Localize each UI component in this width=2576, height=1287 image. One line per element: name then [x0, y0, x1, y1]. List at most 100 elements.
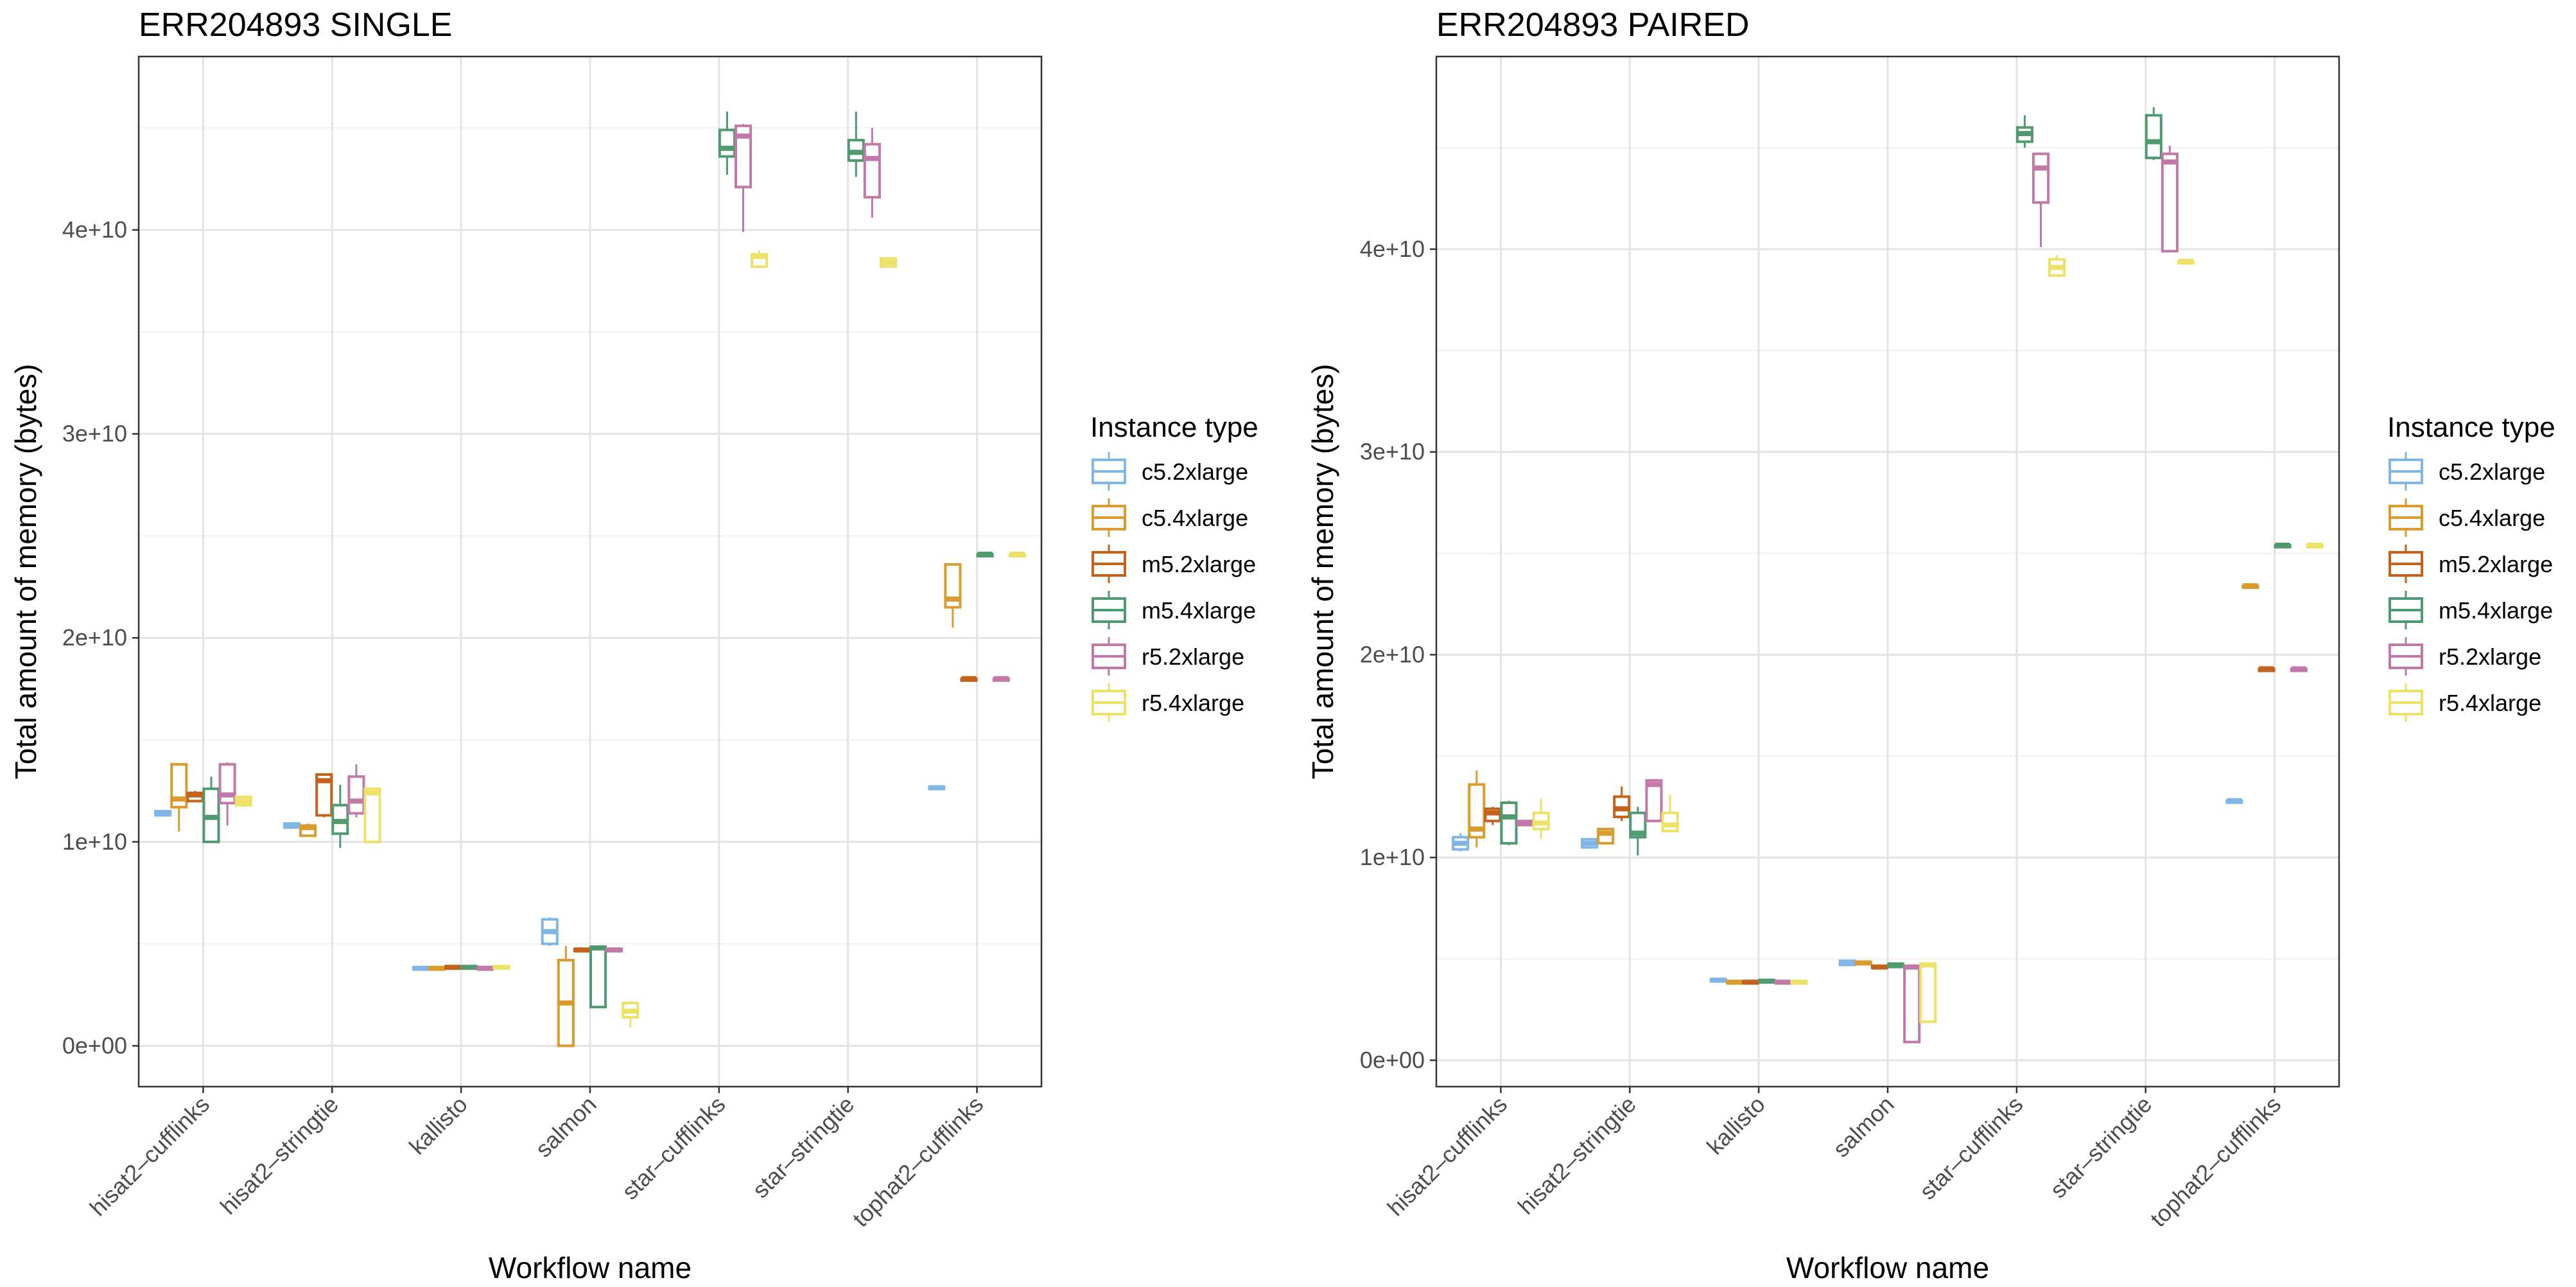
y-tick-label: 2e+10	[62, 624, 127, 651]
y-tick-label: 3e+10	[62, 421, 127, 447]
box-c5.2xlarge	[154, 810, 172, 817]
y-tick-label: 3e+10	[1360, 439, 1425, 465]
legend-item: r5.2xlarge	[2389, 637, 2541, 676]
box-m5.2xlarge	[960, 676, 978, 682]
box-m5.4xlarge	[202, 776, 220, 843]
legend-item: c5.2xlarge	[1092, 452, 1248, 491]
box-body	[1645, 779, 1663, 823]
box-m5.2xlarge	[573, 947, 591, 953]
box-r5.4xlarge	[363, 787, 381, 843]
legend-item: c5.4xlarge	[2389, 498, 2545, 537]
box-r5.2xlarge	[347, 764, 365, 818]
box-r5.2xlarge	[218, 762, 236, 826]
y-tick-label: 4e+10	[1360, 236, 1425, 262]
box-r5.4xlarge	[751, 250, 769, 268]
x-axis-title: Workflow name	[1786, 1251, 1989, 1284]
y-tick-label: 2e+10	[1360, 641, 1425, 667]
box-r5.4xlarge	[2177, 258, 2195, 265]
box-r5.2xlarge	[863, 128, 881, 218]
box-m5.4xlarge	[718, 111, 736, 175]
box-c5.2xlarge	[2225, 798, 2243, 804]
box-r5.2xlarge	[1645, 779, 1663, 823]
box-c5.4xlarge	[2241, 583, 2259, 590]
legend-single: Instance type c5.2xlarge c5.4xlarge m5.2xl…	[1090, 412, 1258, 722]
box-m5.2xlarge	[315, 773, 333, 818]
box-m5.2xlarge	[186, 791, 204, 803]
box-r5.4xlarge	[622, 1001, 640, 1028]
box-body	[2145, 114, 2163, 159]
box-m5.4xlarge	[2015, 115, 2033, 148]
box-r5.4xlarge	[879, 257, 898, 268]
box-c5.4xlarge	[1854, 960, 1872, 966]
box-r5.2xlarge	[734, 123, 753, 232]
legend-label: c5.4xlarge	[1142, 505, 1248, 531]
box-c5.4xlarge	[299, 823, 317, 837]
box-m5.4xlarge	[1758, 978, 1776, 984]
box-r5.2xlarge	[2032, 152, 2050, 247]
y-tick-label: 1e+10	[62, 828, 127, 855]
boxplot-marks	[1452, 107, 2324, 1044]
boxplot-marks	[154, 111, 1026, 1047]
box-r5.2xlarge	[1516, 819, 1534, 827]
box-m5.4xlarge	[2274, 542, 2292, 548]
box-m5.4xlarge	[460, 965, 478, 970]
legend-label: c5.2xlarge	[1142, 459, 1248, 485]
box-body	[363, 787, 381, 843]
box-body	[2032, 152, 2050, 204]
box-body	[1468, 783, 1486, 839]
box-body	[1500, 801, 1518, 845]
box-c5.4xlarge	[428, 965, 446, 971]
box-body	[734, 124, 753, 189]
box-c5.4xlarge	[1725, 979, 1744, 985]
box-m5.4xlarge	[589, 945, 607, 1009]
box-c5.4xlarge	[944, 563, 962, 628]
panel-title: ERR204893 SINGLE	[139, 6, 453, 44]
box-body	[347, 775, 365, 815]
box-body	[718, 128, 736, 158]
box-m5.4xlarge	[976, 552, 994, 558]
box-m5.2xlarge	[2258, 666, 2276, 672]
y-tick-label: 4e+10	[62, 216, 127, 243]
y-axis-title: Total amount of memory (bytes)	[9, 364, 42, 780]
box-m5.2xlarge	[444, 965, 462, 970]
x-axis-title: Workflow name	[489, 1251, 692, 1284]
box-body	[589, 945, 607, 1009]
legend-label: r5.2xlarge	[2439, 644, 2541, 670]
box-c5.4xlarge	[1468, 770, 1486, 848]
legend-label: m5.2xlarge	[1142, 551, 1256, 577]
legend-item: r5.4xlarge	[1092, 683, 1244, 722]
legend-item: m5.2xlarge	[2389, 545, 2553, 583]
box-m5.4xlarge	[331, 784, 349, 848]
box-m5.2xlarge	[1484, 807, 1502, 825]
legend-label: r5.4xlarge	[1142, 690, 1244, 716]
box-r5.4xlarge	[234, 795, 252, 807]
y-tick-label: 1e+10	[1360, 844, 1425, 870]
box-m5.4xlarge	[1629, 807, 1647, 856]
box-c5.2xlarge	[412, 965, 430, 971]
box-m5.4xlarge	[847, 111, 865, 177]
box-m5.4xlarge	[1887, 962, 1905, 968]
legend-item: m5.4xlarge	[2389, 591, 2553, 629]
legend-label: r5.4xlarge	[2439, 690, 2541, 716]
box-r5.2xlarge	[1774, 979, 1792, 985]
legend-item: m5.4xlarge	[1092, 591, 1256, 629]
box-r5.4xlarge	[1661, 794, 1679, 833]
box-body	[1919, 962, 1937, 1023]
box-r5.4xlarge	[2048, 255, 2066, 277]
box-body	[315, 773, 333, 817]
legend-label: m5.4xlarge	[1142, 597, 1256, 624]
legend-paired: Instance type c5.2xlarge c5.4xlarge m5.2xl…	[2387, 412, 2555, 722]
box-r5.2xlarge	[992, 676, 1010, 682]
box-m5.2xlarge	[1870, 964, 1888, 970]
legend-item: r5.2xlarge	[1092, 637, 1244, 676]
box-m5.4xlarge	[2145, 107, 2163, 161]
box-r5.4xlarge	[1919, 962, 1937, 1023]
box-body	[1661, 811, 1679, 833]
box-r5.2xlarge	[605, 947, 623, 953]
box-c5.2xlarge	[283, 822, 301, 829]
legend-item: m5.2xlarge	[1092, 545, 1256, 583]
box-r5.2xlarge	[2290, 666, 2308, 672]
y-axis: 0e+00 1e+10 2e+10 3e+10 4e+10	[62, 216, 139, 1058]
box-c5.2xlarge	[541, 917, 559, 946]
